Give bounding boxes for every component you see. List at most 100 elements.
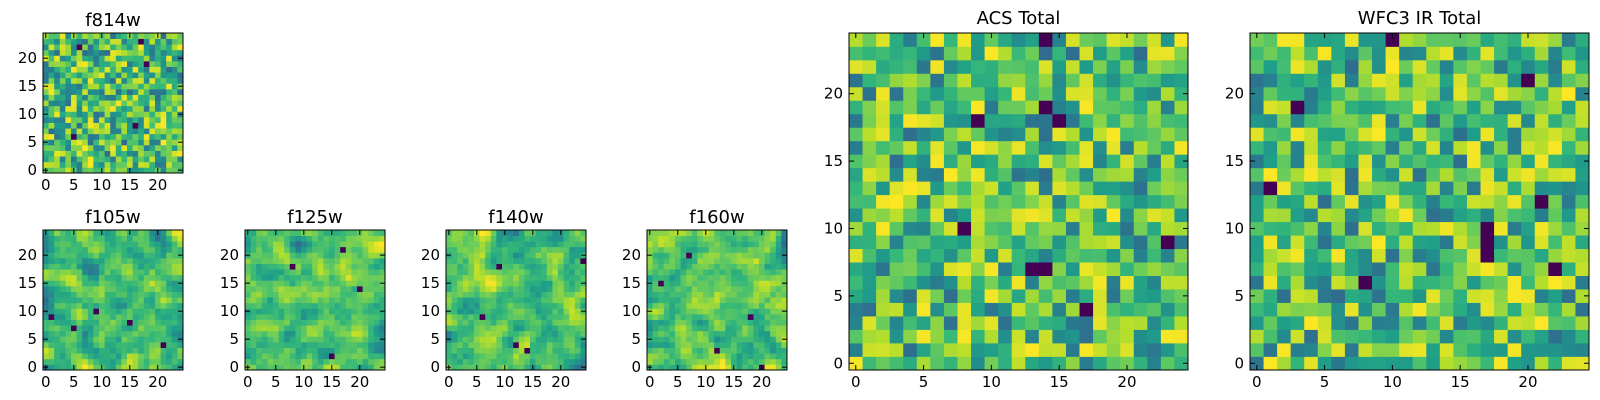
heatmap-cell — [1575, 59, 1590, 74]
heatmap-cell — [121, 111, 128, 118]
heatmap-cell — [468, 330, 475, 337]
heatmap-cell — [669, 319, 676, 326]
heatmap-cell — [507, 353, 514, 360]
heatmap-cell — [943, 59, 958, 74]
heatmap-cell — [518, 269, 525, 276]
heatmap-cell — [127, 263, 133, 270]
heatmap-cell — [278, 269, 285, 276]
heatmap-cell — [513, 269, 520, 276]
heatmap-cell — [104, 167, 111, 174]
heatmap-cell — [54, 156, 61, 163]
heatmap-cell — [1507, 221, 1522, 236]
heatmap-cell — [104, 308, 111, 315]
heatmap-cell — [849, 356, 863, 371]
heatmap-cell — [138, 117, 145, 123]
heatmap-cell — [1174, 127, 1189, 142]
heatmap-cell — [82, 117, 89, 123]
heatmap-cell — [708, 347, 715, 354]
heatmap-cell — [1052, 181, 1067, 196]
heatmap-cell — [1317, 154, 1332, 169]
heatmap-cell — [1507, 127, 1522, 142]
heatmap-cell — [1358, 235, 1373, 250]
heatmap-cell — [93, 156, 100, 163]
heatmap-cell — [362, 342, 369, 348]
heatmap-cell — [250, 297, 257, 304]
heatmap-cell — [59, 319, 66, 326]
heatmap-cell — [1263, 289, 1278, 303]
heatmap-cell — [351, 263, 358, 270]
heatmap-cell — [54, 139, 61, 146]
heatmap-cell — [680, 342, 687, 348]
heatmap-cell — [345, 246, 352, 253]
heatmap-cell — [1399, 59, 1414, 74]
heatmap-cell — [1480, 167, 1495, 182]
heatmap-cell — [725, 274, 732, 281]
heatmap-cell — [379, 319, 386, 326]
heatmap-cell — [250, 274, 257, 281]
heatmap-cell — [1439, 167, 1454, 182]
heatmap-cell — [149, 263, 156, 270]
heatmap-cell — [1385, 329, 1400, 344]
heatmap-cell — [1534, 59, 1549, 74]
heatmap-cell — [1426, 343, 1441, 357]
heatmap-cell — [546, 246, 553, 253]
heatmap-cell — [971, 33, 985, 47]
heatmap-cell — [48, 44, 55, 51]
heatmap-cell — [155, 347, 161, 354]
heatmap-cell — [115, 44, 122, 51]
heatmap-cell — [490, 364, 497, 371]
heatmap-cell — [1521, 73, 1536, 88]
heatmap-cell — [781, 291, 788, 298]
heatmap-cell — [971, 46, 985, 61]
x-tick-label: 5 — [69, 176, 79, 194]
heatmap-cell — [93, 336, 100, 343]
heatmap-cell — [54, 280, 61, 287]
heatmap-cell — [770, 241, 777, 248]
heatmap-cell — [1093, 356, 1107, 371]
heatmap-cell — [71, 280, 77, 287]
heatmap-cell — [1399, 194, 1414, 209]
heatmap-cell — [115, 364, 122, 371]
heatmap-cell — [546, 280, 553, 287]
heatmap-cell — [569, 269, 576, 276]
heatmap-cell — [143, 330, 150, 337]
heatmap-cell — [267, 246, 274, 253]
heatmap-cell — [943, 100, 958, 115]
heatmap-cell — [132, 353, 139, 360]
heatmap-cell — [357, 325, 363, 332]
heatmap-cell — [1277, 289, 1292, 303]
heatmap-cell — [121, 314, 128, 320]
heatmap-cell — [876, 181, 891, 196]
heatmap-cell — [518, 358, 525, 365]
heatmap-cell — [903, 86, 918, 101]
heatmap-cell — [781, 263, 788, 270]
heatmap-cell — [930, 343, 945, 357]
heatmap-cell — [76, 347, 83, 354]
heatmap-cell — [1466, 302, 1481, 317]
heatmap-cell — [675, 263, 681, 270]
heatmap-cell — [731, 274, 737, 281]
heatmap-cell — [530, 291, 536, 298]
heatmap-cell — [295, 263, 302, 270]
heatmap-cell — [121, 128, 128, 135]
heatmap-cell — [104, 89, 111, 95]
heatmap-cell — [1011, 302, 1026, 317]
heatmap-cell — [132, 66, 139, 73]
heatmap-cell — [998, 127, 1013, 142]
heatmap-cell — [76, 246, 83, 253]
heatmap-cell — [127, 258, 133, 264]
heatmap-cell — [558, 241, 564, 248]
heatmap-cell — [502, 280, 508, 287]
heatmap-cell — [781, 230, 788, 236]
heatmap-cell — [680, 286, 687, 292]
x-tick-label: 0 — [41, 176, 51, 194]
heatmap-cell — [1575, 316, 1590, 330]
heatmap-cell — [166, 89, 173, 95]
heatmap-cell — [916, 59, 931, 74]
heatmap-cell — [691, 353, 698, 360]
heatmap-cell — [998, 208, 1013, 223]
heatmap-cell — [541, 258, 548, 264]
heatmap-cell — [373, 246, 380, 253]
heatmap-cell — [1358, 154, 1373, 169]
heatmap-cell — [496, 258, 503, 264]
